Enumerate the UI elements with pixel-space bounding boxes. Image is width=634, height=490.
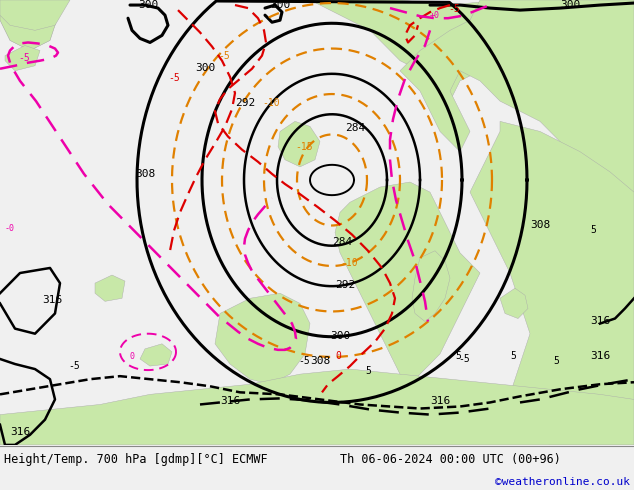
Text: Height/Temp. 700 hPa [gdmp][°C] ECMWF: Height/Temp. 700 hPa [gdmp][°C] ECMWF (4, 453, 268, 466)
Text: 316: 316 (590, 316, 611, 325)
Polygon shape (5, 46, 40, 71)
Text: 300: 300 (138, 0, 158, 10)
Text: 284: 284 (345, 123, 365, 133)
Text: 5: 5 (455, 351, 461, 361)
Text: 308: 308 (530, 220, 550, 229)
Text: 300: 300 (195, 63, 216, 73)
Text: Th 06-06-2024 00:00 UTC (00+96): Th 06-06-2024 00:00 UTC (00+96) (340, 453, 561, 466)
Text: -5: -5 (458, 354, 470, 364)
Text: 308: 308 (310, 356, 330, 366)
Text: 316: 316 (10, 427, 30, 437)
Text: 0: 0 (335, 351, 341, 361)
Text: -5: -5 (168, 73, 180, 83)
Text: 5: 5 (510, 351, 516, 361)
Polygon shape (500, 288, 528, 319)
Text: 300: 300 (330, 331, 350, 341)
Text: -15: -15 (295, 142, 313, 151)
Text: -5: -5 (68, 361, 80, 371)
Text: ©weatheronline.co.uk: ©weatheronline.co.uk (495, 477, 630, 487)
Text: 284: 284 (332, 237, 353, 246)
Polygon shape (335, 182, 480, 384)
Text: -5: -5 (218, 50, 230, 61)
Polygon shape (412, 251, 450, 321)
Text: -5: -5 (18, 52, 30, 63)
Text: 5: 5 (365, 366, 371, 376)
Text: -10: -10 (340, 258, 358, 268)
Text: 292: 292 (235, 98, 256, 108)
Text: 300: 300 (560, 0, 580, 10)
Text: 292: 292 (335, 280, 355, 290)
Text: 316: 316 (430, 396, 450, 407)
Text: -5: -5 (298, 356, 310, 366)
Polygon shape (215, 293, 310, 384)
Polygon shape (0, 0, 70, 30)
Polygon shape (400, 0, 634, 202)
Polygon shape (470, 122, 634, 445)
Text: 0: 0 (130, 352, 135, 361)
Polygon shape (418, 298, 435, 318)
Text: 316: 316 (220, 396, 240, 407)
Text: 316: 316 (42, 295, 62, 305)
Polygon shape (278, 122, 320, 167)
Text: 316: 316 (590, 351, 611, 361)
Polygon shape (95, 275, 125, 301)
Text: 300: 300 (270, 0, 290, 10)
Text: 5: 5 (553, 356, 559, 366)
Text: -0: -0 (5, 223, 15, 233)
Polygon shape (0, 0, 60, 50)
Polygon shape (310, 0, 634, 101)
Text: -10: -10 (262, 98, 280, 108)
Text: -5: -5 (448, 4, 460, 14)
Polygon shape (0, 369, 634, 445)
Text: 308: 308 (135, 169, 155, 179)
Polygon shape (140, 344, 172, 366)
Text: 5: 5 (590, 224, 596, 235)
Text: +0: +0 (430, 11, 440, 20)
